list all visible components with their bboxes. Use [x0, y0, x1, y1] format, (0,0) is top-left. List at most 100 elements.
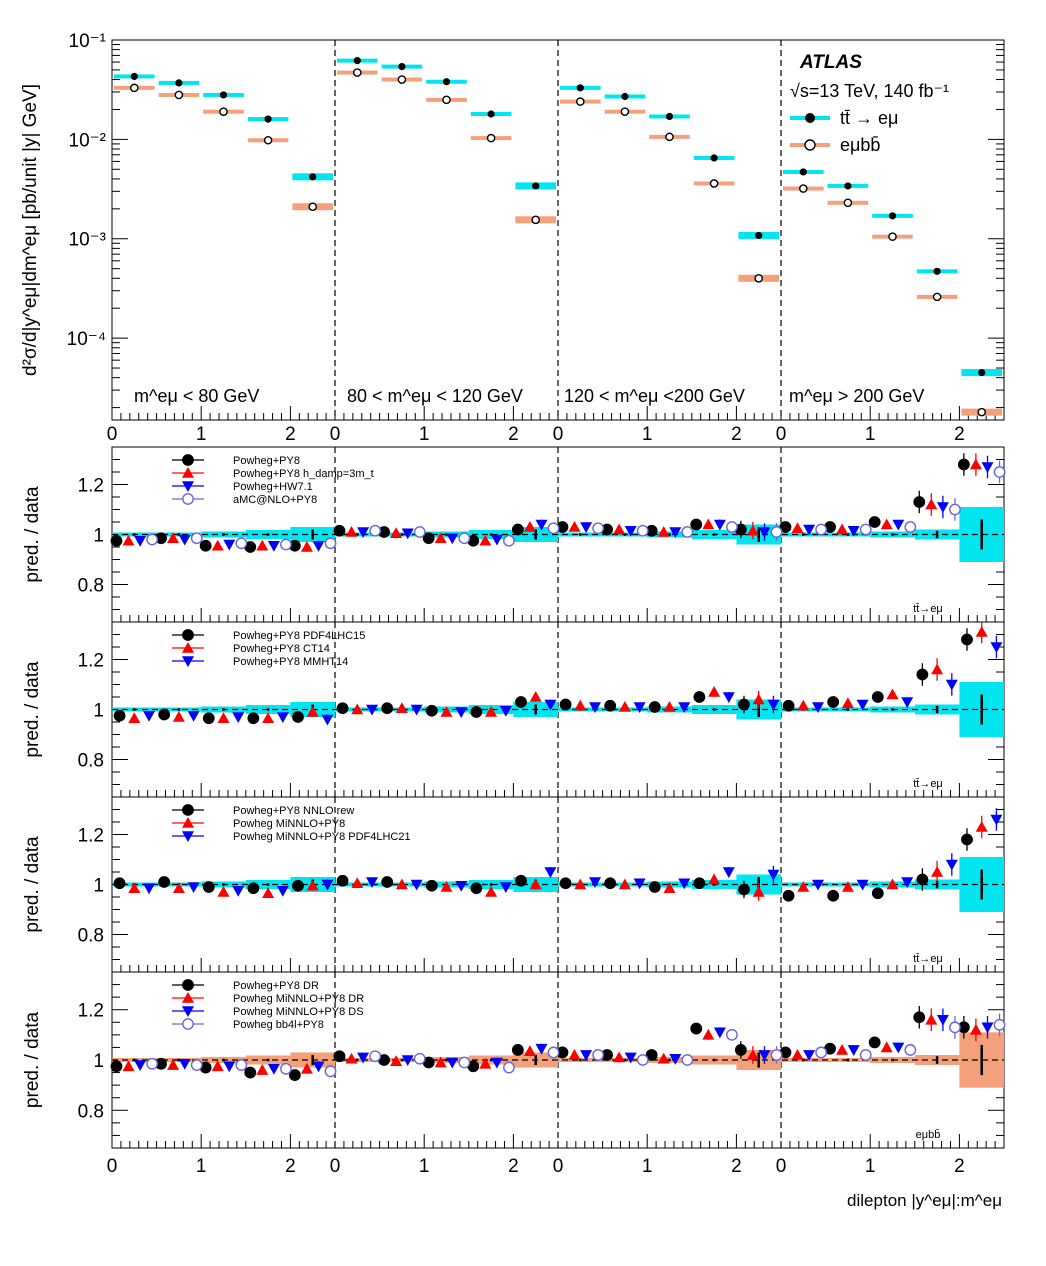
prediction-marker — [574, 878, 587, 890]
prediction-marker — [636, 1054, 649, 1066]
prediction-marker — [797, 881, 810, 892]
emubb-data-point — [486, 133, 496, 143]
prediction-marker — [726, 1028, 738, 1041]
prediction-marker — [190, 532, 203, 545]
prediction-marker — [618, 701, 631, 712]
mass-bin-label: 120 < m^eμ <200 GeV — [564, 386, 745, 406]
prediction-marker — [276, 885, 289, 897]
prediction-marker — [618, 878, 631, 890]
x-tick-label: 1 — [865, 1156, 876, 1177]
emubb-data-point — [843, 198, 853, 208]
prediction-marker — [957, 458, 970, 471]
prediction-marker — [836, 1043, 849, 1055]
ttbar-data-point — [487, 110, 495, 118]
legend-label: Powheg MiNNLO+PY8 DS — [233, 1006, 364, 1018]
prediction-marker — [693, 877, 706, 890]
prediction-marker — [425, 704, 438, 717]
y-tick-label: 0.8 — [78, 1101, 104, 1122]
emubb-data-point — [620, 107, 630, 116]
prediction-marker — [390, 527, 403, 539]
prediction-marker — [544, 699, 557, 711]
ttbar-data-point — [978, 368, 986, 377]
prediction-marker — [490, 534, 503, 546]
ttbar-data-point — [175, 79, 183, 87]
legend-marker — [182, 979, 194, 991]
prediction-marker — [223, 1061, 236, 1073]
prediction-marker — [886, 688, 899, 700]
prediction-marker — [455, 880, 468, 892]
prediction-marker — [913, 496, 926, 508]
x-tick-label: 0 — [553, 1156, 564, 1177]
prediction-marker — [931, 866, 944, 877]
prediction-marker — [871, 887, 884, 900]
prediction-marker — [827, 696, 840, 708]
prediction-marker — [568, 1048, 581, 1060]
prediction-marker — [312, 540, 325, 552]
ttbar-data-point — [710, 154, 718, 162]
prediction-marker — [440, 706, 453, 717]
prediction-marker — [758, 527, 771, 538]
legend-marker — [182, 642, 194, 653]
prediction-marker — [410, 704, 423, 716]
prediction-marker — [515, 696, 527, 708]
legend-label: Powheg+PY8 NNLO rew — [233, 805, 354, 817]
prediction-marker — [110, 534, 123, 547]
x-tick-label: 0 — [107, 424, 118, 445]
prediction-marker — [859, 1049, 872, 1061]
prediction-marker — [122, 1060, 135, 1072]
prediction-marker — [336, 702, 349, 715]
mass-bin-label: m^eμ < 80 GeV — [134, 386, 259, 406]
prediction-marker — [752, 886, 765, 897]
prediction-marker — [663, 882, 676, 894]
ttbar-data-point — [309, 173, 317, 181]
prediction-marker — [803, 524, 816, 536]
prediction-marker — [113, 877, 126, 890]
legend-label: Powheg+PY8 DR — [233, 980, 319, 992]
prediction-marker — [232, 712, 245, 723]
prediction-marker — [529, 878, 542, 890]
prediction-marker — [321, 714, 334, 726]
prediction-marker — [357, 1052, 370, 1064]
prediction-marker — [292, 711, 304, 723]
prediction-marker — [936, 502, 949, 513]
prediction-marker — [223, 539, 236, 551]
prediction-marker — [949, 1021, 961, 1034]
prediction-marker — [678, 878, 691, 890]
process-label: tt̄→eμ — [913, 953, 943, 965]
prediction-marker — [547, 522, 560, 535]
process-label: tt̄→eμ — [913, 603, 943, 615]
ttbar-data-point — [442, 78, 451, 86]
prediction-marker — [217, 712, 230, 724]
prediction-marker — [916, 668, 929, 681]
prediction-marker — [276, 712, 289, 723]
prediction-marker — [782, 889, 795, 902]
emubb-data-point — [397, 75, 407, 84]
prediction-marker — [770, 526, 783, 538]
ttbar-data-point — [799, 168, 807, 176]
prediction-marker — [633, 878, 646, 890]
process-label: eμbb̄ — [916, 1128, 941, 1141]
prediction-marker — [613, 1051, 626, 1063]
prediction-marker — [574, 699, 587, 711]
prediction-marker — [702, 1028, 715, 1040]
x-tick-label: 0 — [107, 1156, 118, 1177]
prediction-marker — [470, 706, 483, 718]
x-tick-label: 0 — [776, 424, 787, 445]
prediction-marker — [681, 526, 694, 538]
prediction-marker — [324, 1065, 337, 1078]
x-axis-title: dilepton |y^eμ|:m^eμ — [847, 1191, 1002, 1210]
x-tick-label: 2 — [731, 424, 742, 445]
prediction-marker — [413, 526, 426, 538]
emubb-data-point — [531, 215, 541, 225]
legend-label: Powheg+PY8 — [233, 455, 300, 467]
x-tick-label: 1 — [196, 1156, 207, 1177]
prediction-marker — [859, 523, 872, 536]
prediction-marker — [868, 1036, 881, 1049]
prediction-marker — [592, 1049, 605, 1061]
emubb-data-point — [308, 202, 318, 212]
prediction-marker — [722, 867, 735, 878]
prediction-marker — [969, 458, 982, 470]
prediction-marker — [544, 867, 557, 878]
prediction-marker — [357, 527, 370, 538]
prediction-marker — [172, 711, 185, 722]
